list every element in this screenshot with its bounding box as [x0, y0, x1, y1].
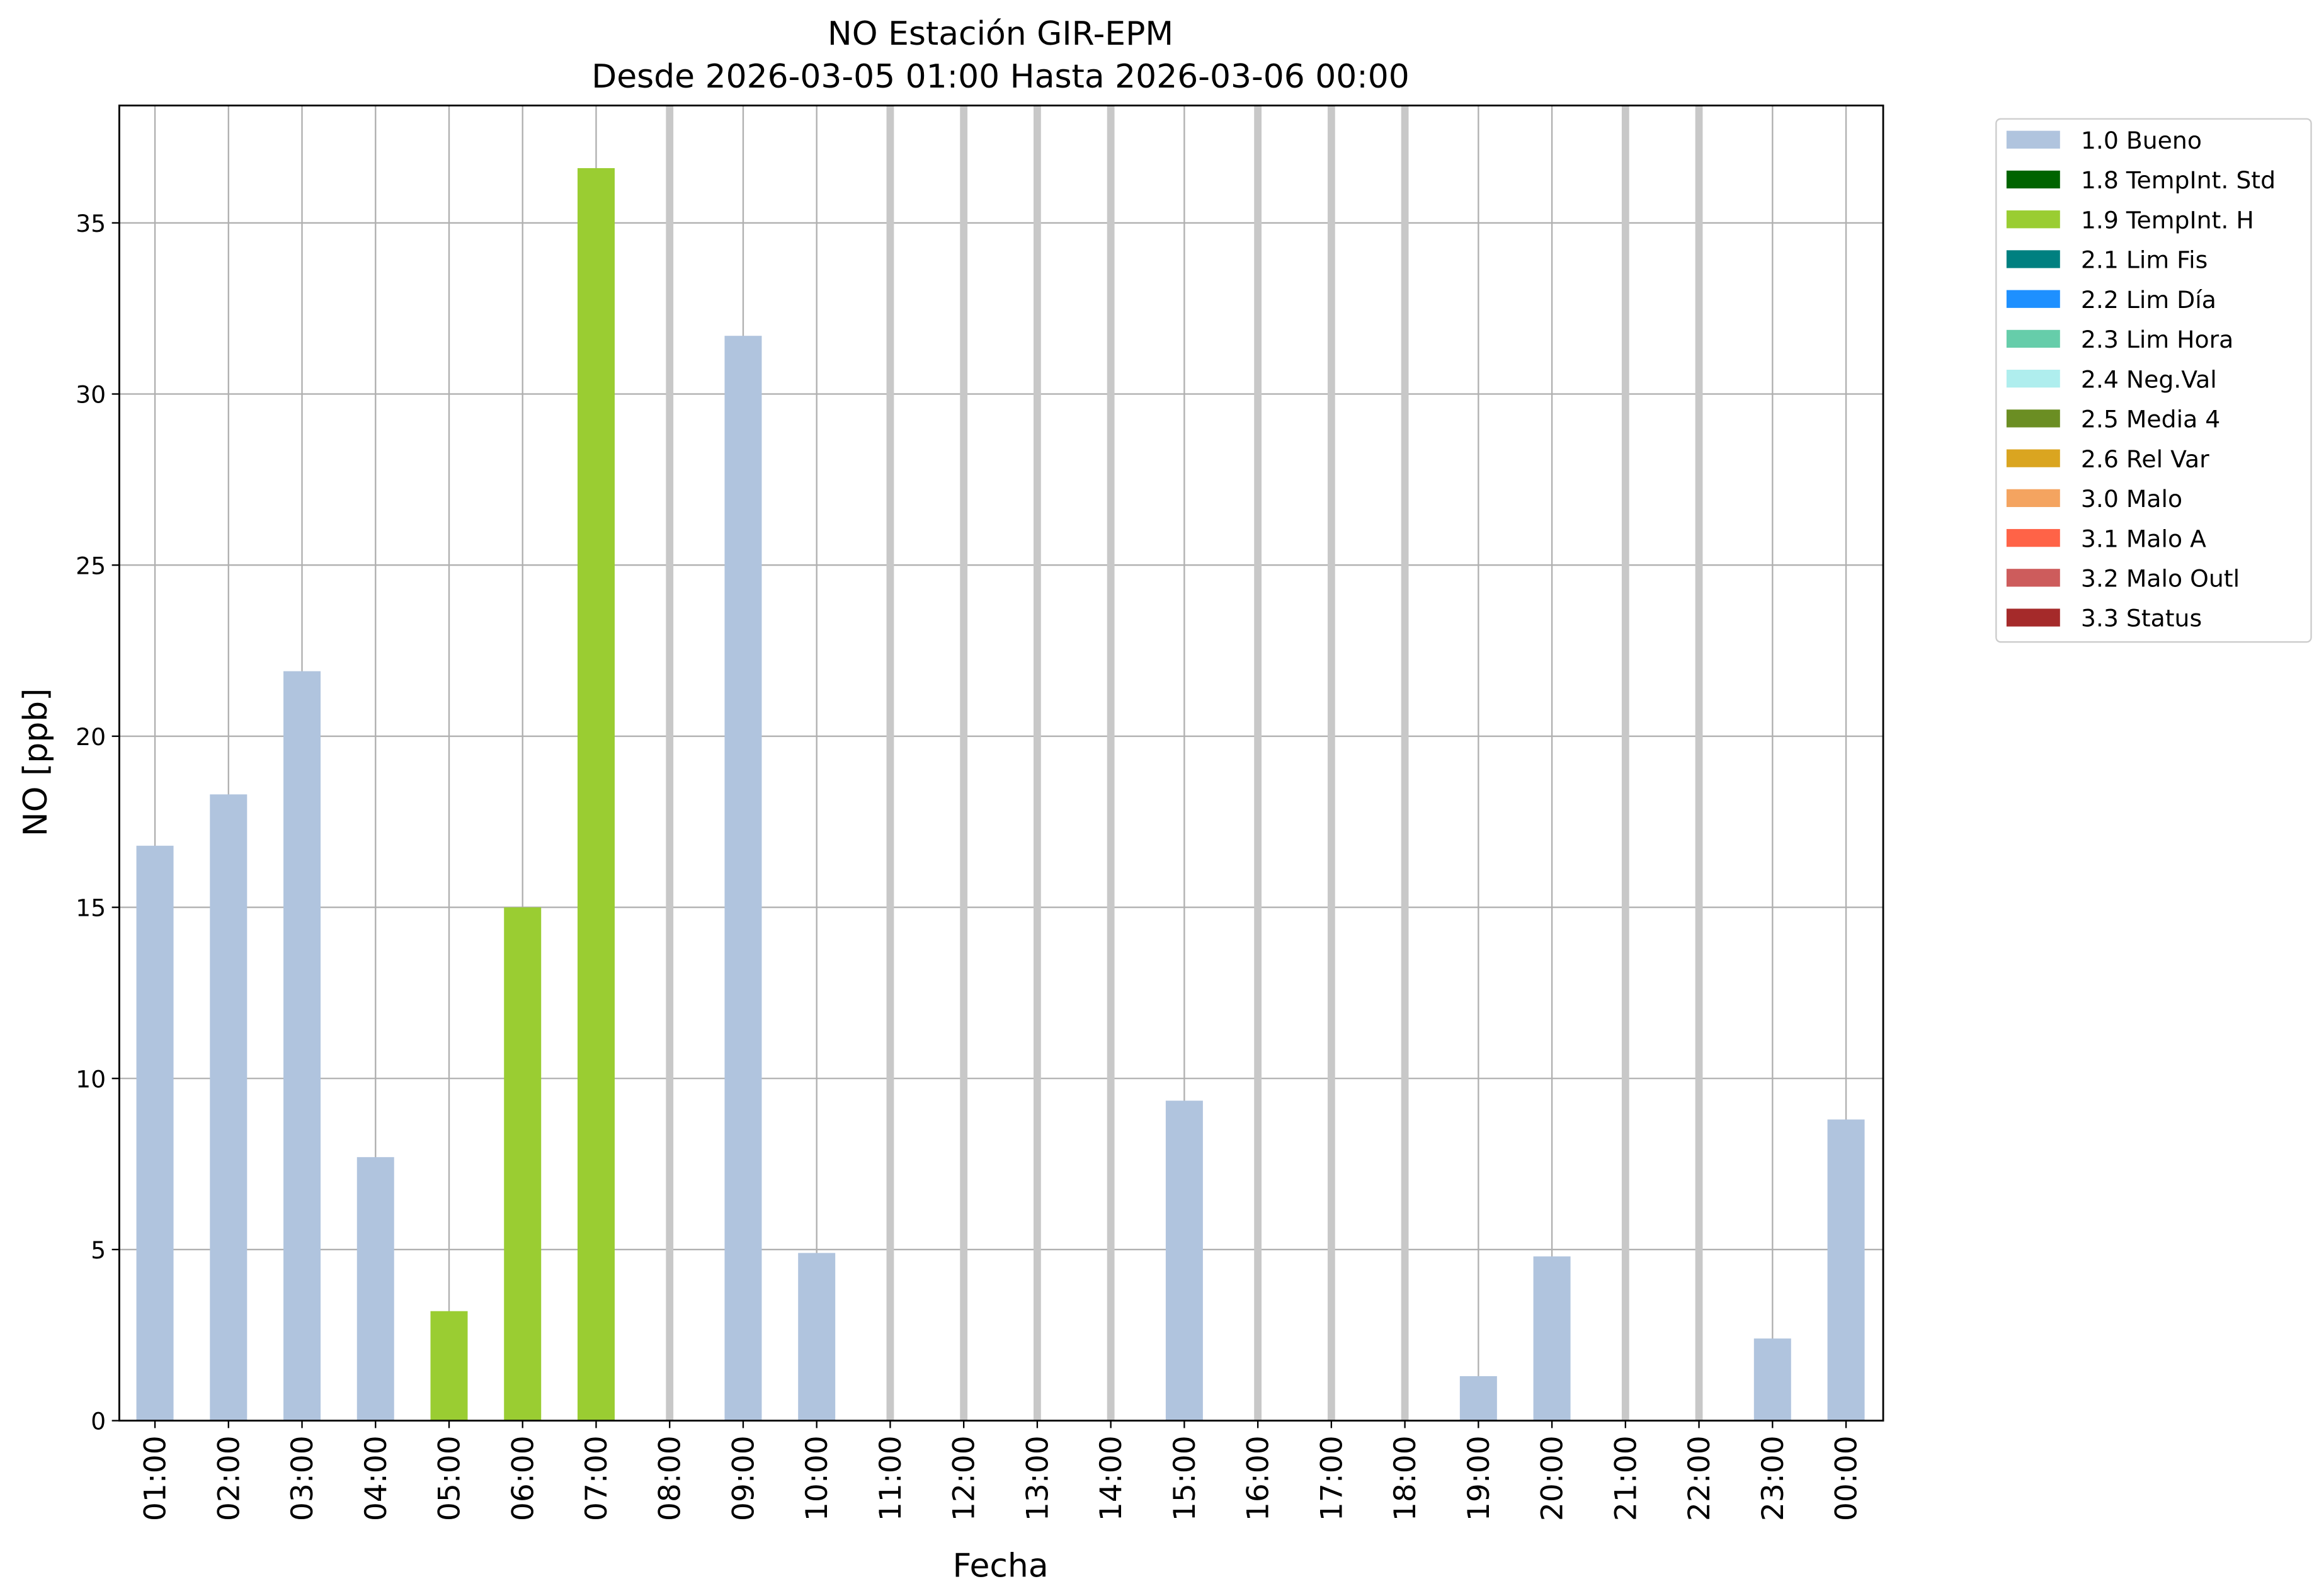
legend-label: 3.2 Malo Outl	[2081, 564, 2240, 592]
y-tick-label: 35	[76, 210, 106, 237]
legend-swatch	[2006, 170, 2060, 189]
legend-swatch	[2006, 608, 2060, 627]
x-tick-label: 05:00	[433, 1435, 467, 1521]
x-tick-label: 23:00	[1756, 1435, 1791, 1521]
legend-swatch	[2006, 210, 2060, 229]
x-tick-label: 00:00	[1830, 1435, 1864, 1521]
legend-label: 2.3 Lim Hora	[2081, 326, 2233, 353]
legend-swatch	[2006, 329, 2060, 348]
legend-box	[1995, 118, 2312, 643]
bar	[724, 336, 762, 1421]
x-tick-label: 21:00	[1609, 1435, 1643, 1521]
legend-swatch	[2006, 489, 2060, 508]
legend-swatch	[2006, 290, 2060, 308]
x-tick-label: 06:00	[506, 1435, 540, 1521]
legend-label: 1.8 TempInt. Std	[2081, 166, 2276, 194]
legend-label: 3.0 Malo	[2081, 485, 2182, 513]
bar	[1533, 1256, 1571, 1421]
x-tick-label: 09:00	[726, 1435, 761, 1521]
y-tick-label: 25	[76, 552, 106, 579]
legend-label: 1.0 Bueno	[2081, 127, 2202, 154]
y-tick-label: 15	[76, 894, 106, 922]
x-tick-label: 11:00	[874, 1435, 908, 1521]
legend-label: 2.5 Media 4	[2081, 406, 2220, 433]
x-tick-label: 01:00	[139, 1435, 173, 1521]
bar	[430, 1311, 468, 1421]
legend-label: 2.4 Neg.Val	[2081, 365, 2217, 393]
plot-frame	[118, 105, 1884, 1422]
chart-title: NO Estación GIR-EPM	[828, 15, 1173, 53]
y-tick-label: 10	[76, 1065, 106, 1093]
legend-swatch	[2006, 250, 2060, 268]
legend-swatch	[2006, 569, 2060, 587]
x-tick-label: 13:00	[1020, 1435, 1055, 1521]
y-tick-label: 0	[91, 1408, 106, 1435]
bar	[283, 671, 321, 1421]
bar	[1827, 1119, 1865, 1421]
x-tick-label: 16:00	[1241, 1435, 1276, 1521]
x-tick-label: 12:00	[947, 1435, 982, 1521]
legend-swatch	[2006, 370, 2060, 388]
x-tick-label: 07:00	[579, 1435, 614, 1521]
bar	[577, 168, 615, 1421]
bar	[1165, 1100, 1203, 1421]
x-tick-label: 10:00	[800, 1435, 835, 1521]
x-tick-label: 20:00	[1536, 1435, 1570, 1521]
bar	[1459, 1376, 1497, 1421]
legend-swatch	[2006, 449, 2060, 467]
x-tick-label: 18:00	[1388, 1435, 1423, 1521]
bar	[1753, 1338, 1791, 1421]
x-tick-label: 22:00	[1682, 1435, 1717, 1521]
legend-label: 3.1 Malo A	[2081, 525, 2206, 552]
legend-label: 2.2 Lim Día	[2081, 286, 2216, 314]
legend-label: 2.1 Lim Fis	[2081, 246, 2208, 274]
x-tick-label: 19:00	[1462, 1435, 1496, 1521]
legend-swatch	[2006, 528, 2060, 547]
x-tick-label: 04:00	[359, 1435, 394, 1521]
x-tick-label: 08:00	[653, 1435, 688, 1521]
bar	[504, 907, 542, 1421]
legend-swatch	[2006, 130, 2060, 149]
legend-label: 3.3 Status	[2081, 605, 2202, 632]
y-tick-label: 20	[76, 723, 106, 751]
x-axis-label: Fecha	[952, 1547, 1048, 1585]
legend-swatch	[2006, 409, 2060, 428]
legend-label: 1.9 TempInt. H	[2081, 206, 2254, 234]
legend-label: 2.6 Rel Var	[2081, 445, 2209, 473]
y-axis-label: NO [ppb]	[17, 688, 55, 836]
y-tick-label: 5	[91, 1236, 106, 1264]
x-tick-label: 03:00	[285, 1435, 320, 1521]
bar	[798, 1253, 836, 1421]
bar	[210, 794, 248, 1421]
bar	[356, 1157, 394, 1421]
x-tick-label: 14:00	[1094, 1435, 1129, 1521]
x-tick-label: 02:00	[212, 1435, 246, 1521]
x-tick-label: 15:00	[1168, 1435, 1202, 1521]
y-tick-label: 30	[76, 381, 106, 409]
bar	[136, 845, 174, 1421]
chart-subtitle: Desde 2026-03-05 01:00 Hasta 2026-03-06 …	[591, 58, 1409, 96]
x-tick-label: 17:00	[1314, 1435, 1349, 1521]
